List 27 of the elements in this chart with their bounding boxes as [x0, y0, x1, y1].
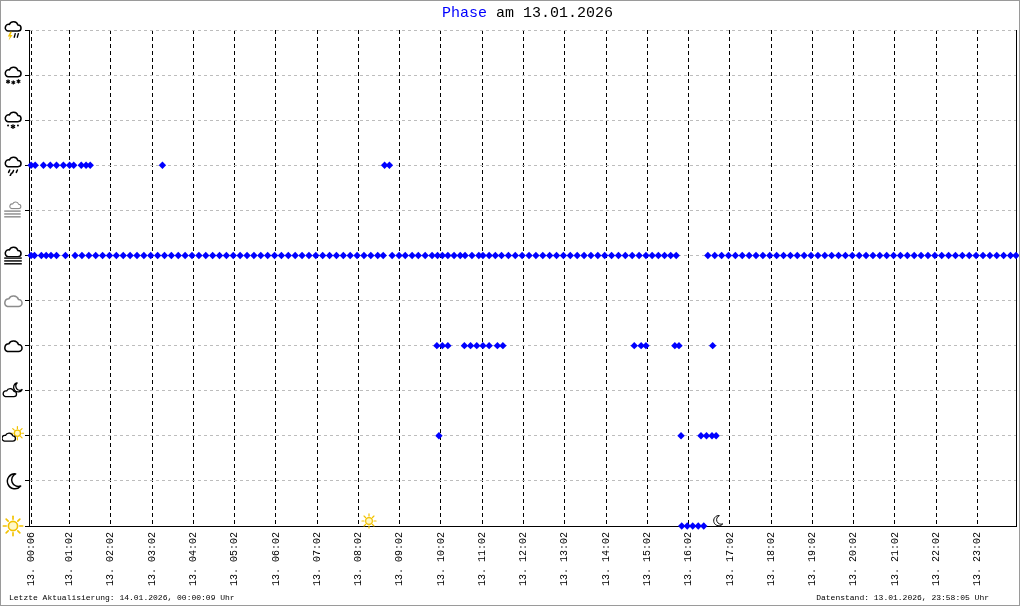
x-tick-label: 13. 16:02 [683, 532, 695, 587]
text: Letzte Aktualisierung: 14.01.2026, 00:00:09 Uhr [9, 593, 235, 602]
x-tick-label: 13. 13:02 [559, 532, 571, 587]
x-tick-label: 13. 22:02 [930, 532, 942, 587]
x-tick-label: 13. 01:02 [64, 532, 76, 587]
x-tick-label: 13. 09:02 [394, 532, 406, 587]
x-tick-label: 13. 23:02 [972, 532, 984, 587]
x-tick-label: 13. 07:02 [311, 532, 323, 587]
x-tick-label: 13. 14:02 [600, 532, 612, 587]
x-tick-label: 13. 05:02 [229, 532, 241, 587]
x-tick-label: 13. 03:02 [146, 532, 158, 587]
x-tick-label: 13. 11:02 [476, 532, 488, 587]
x-tick-label: 13. 12:02 [518, 532, 530, 587]
x-tick-label: 13. 20:02 [848, 532, 860, 587]
x-tick-label: 13. 08:02 [353, 532, 365, 587]
text: Datenstand: 13.01.2026, 23:58:05 Uhr [816, 593, 989, 602]
chart-title: Phase am 13.01.2026 [442, 5, 614, 22]
x-tick-label: 13. 21:02 [889, 532, 901, 587]
x-tick-label: 13. 10:02 [435, 532, 447, 587]
x-tick-label: 13. 00:06 [25, 532, 37, 587]
x-tick-label: 13. 19:02 [807, 532, 819, 587]
x-tick-label: 13. 04:02 [188, 532, 200, 587]
x-tick-label: 13. 15:02 [641, 532, 653, 587]
x-tick-label: 13. 17:02 [724, 532, 736, 587]
x-tick-label: 13. 02:02 [105, 532, 117, 587]
x-tick-label: 13. 18:02 [765, 532, 777, 587]
x-tick-label: 13. 06:02 [270, 532, 282, 587]
